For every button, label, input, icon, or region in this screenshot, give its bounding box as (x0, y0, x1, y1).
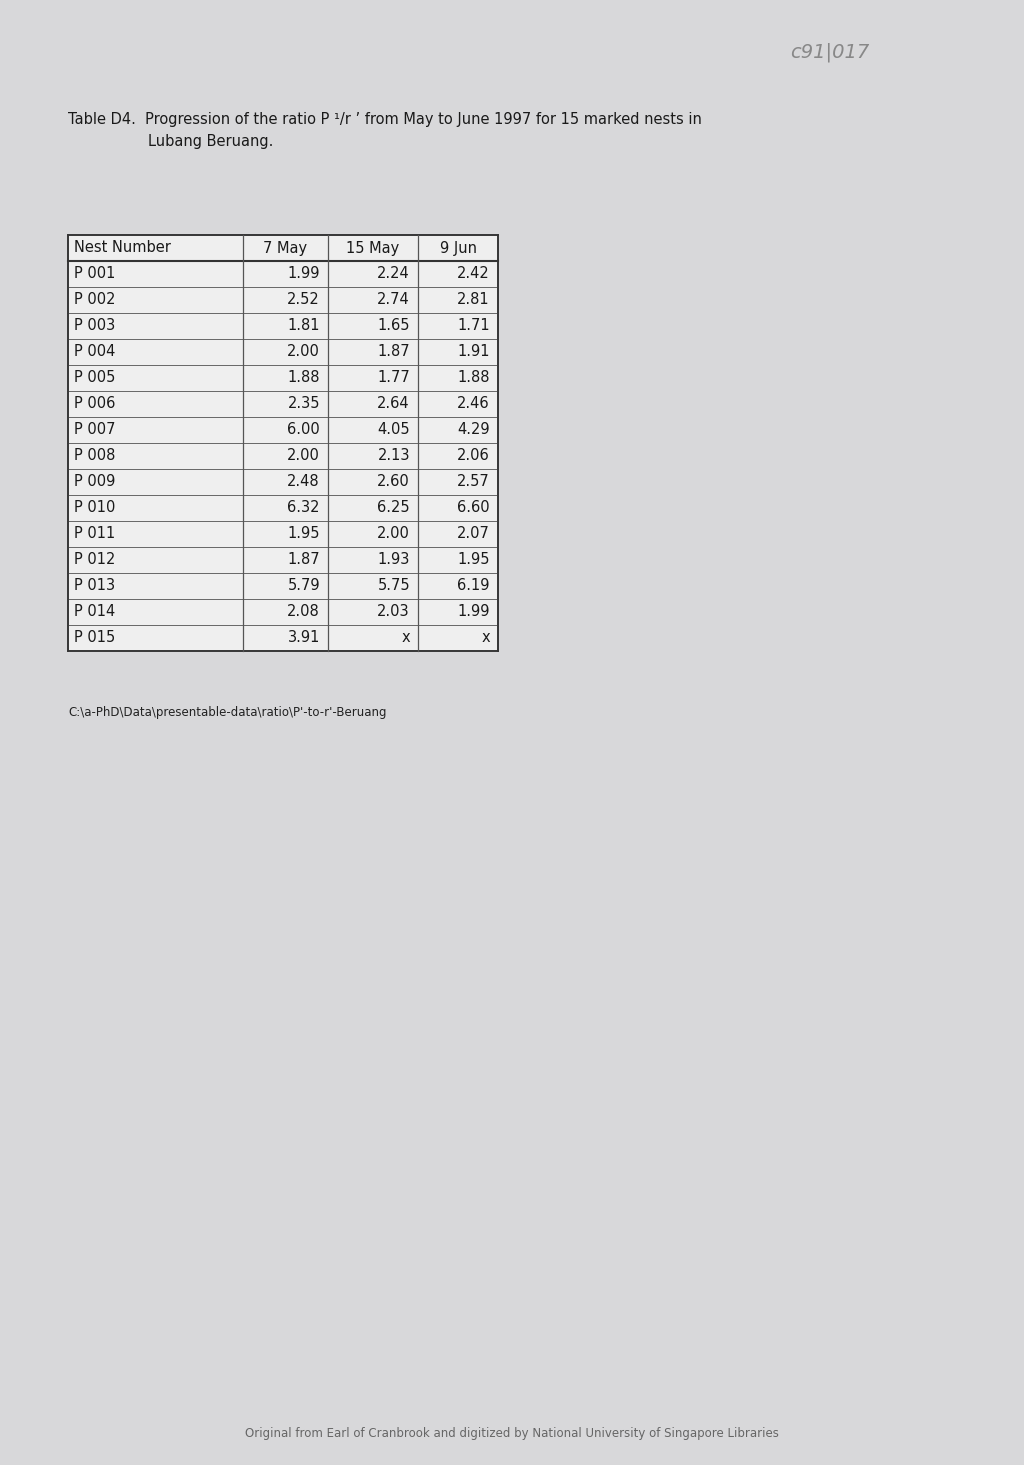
Text: P 001: P 001 (74, 267, 116, 281)
Text: 6.19: 6.19 (458, 579, 490, 593)
Text: 1.95: 1.95 (288, 526, 319, 542)
Text: 2.03: 2.03 (378, 605, 410, 620)
Text: 1.87: 1.87 (378, 344, 410, 359)
Text: 2.24: 2.24 (377, 267, 410, 281)
Text: 2.35: 2.35 (288, 397, 319, 412)
Text: 6.32: 6.32 (288, 501, 319, 516)
Text: P 003: P 003 (74, 318, 116, 334)
Text: C:\a-PhD\Data\presentable-data\ratio\P'-to-r'-Beruang: C:\a-PhD\Data\presentable-data\ratio\P'-… (68, 706, 386, 719)
Text: P 013: P 013 (74, 579, 115, 593)
Text: P 015: P 015 (74, 630, 116, 646)
Text: 1.71: 1.71 (458, 318, 490, 334)
Text: 1.88: 1.88 (288, 371, 319, 385)
Text: 1.88: 1.88 (458, 371, 490, 385)
Text: c91|017: c91|017 (790, 42, 869, 62)
Text: 2.46: 2.46 (458, 397, 490, 412)
Text: P 008: P 008 (74, 448, 116, 463)
Text: 2.48: 2.48 (288, 475, 319, 489)
Text: 2.60: 2.60 (377, 475, 410, 489)
Text: 2.00: 2.00 (287, 344, 319, 359)
Text: 2.81: 2.81 (458, 293, 490, 308)
Text: 2.13: 2.13 (378, 448, 410, 463)
Text: 1.81: 1.81 (288, 318, 319, 334)
Text: P 010: P 010 (74, 501, 116, 516)
Text: 3.91: 3.91 (288, 630, 319, 646)
Text: 2.74: 2.74 (377, 293, 410, 308)
Text: P 011: P 011 (74, 526, 116, 542)
Text: x: x (401, 630, 410, 646)
Text: 9 Jun: 9 Jun (439, 240, 476, 255)
Text: 5.79: 5.79 (288, 579, 319, 593)
Text: 1.87: 1.87 (288, 552, 319, 567)
Text: 1.91: 1.91 (458, 344, 490, 359)
Text: 2.00: 2.00 (287, 448, 319, 463)
Text: 2.42: 2.42 (458, 267, 490, 281)
Text: 2.64: 2.64 (378, 397, 410, 412)
Text: Nest Number: Nest Number (74, 240, 171, 255)
Text: 1.99: 1.99 (288, 267, 319, 281)
Text: P 005: P 005 (74, 371, 116, 385)
Text: P 014: P 014 (74, 605, 116, 620)
Text: 6.00: 6.00 (288, 422, 319, 438)
Text: 2.00: 2.00 (377, 526, 410, 542)
Text: 6.25: 6.25 (378, 501, 410, 516)
Text: P 006: P 006 (74, 397, 116, 412)
Text: P 009: P 009 (74, 475, 116, 489)
Text: Lubang Beruang.: Lubang Beruang. (148, 133, 273, 149)
Text: 6.60: 6.60 (458, 501, 490, 516)
Text: 15 May: 15 May (346, 240, 399, 255)
Text: 2.52: 2.52 (288, 293, 319, 308)
Text: 2.57: 2.57 (458, 475, 490, 489)
Text: x: x (481, 630, 490, 646)
Text: 1.77: 1.77 (377, 371, 410, 385)
Text: 7 May: 7 May (263, 240, 307, 255)
Text: Table D4.  Progression of the ratio P ¹/r ’ from May to June 1997 for 15 marked : Table D4. Progression of the ratio P ¹/r… (68, 111, 701, 127)
Text: 1.65: 1.65 (378, 318, 410, 334)
Text: 1.93: 1.93 (378, 552, 410, 567)
Text: 5.75: 5.75 (378, 579, 410, 593)
Text: 4.05: 4.05 (378, 422, 410, 438)
Text: 2.08: 2.08 (288, 605, 319, 620)
Text: 4.29: 4.29 (458, 422, 490, 438)
Text: Original from Earl of Cranbrook and digitized by National University of Singapor: Original from Earl of Cranbrook and digi… (245, 1427, 779, 1440)
Text: 1.99: 1.99 (458, 605, 490, 620)
Text: P 012: P 012 (74, 552, 116, 567)
Text: P 004: P 004 (74, 344, 116, 359)
Bar (68, 234, 498, 650)
Text: 1.95: 1.95 (458, 552, 490, 567)
Text: P 002: P 002 (74, 293, 116, 308)
Text: 2.06: 2.06 (458, 448, 490, 463)
Text: 2.07: 2.07 (457, 526, 490, 542)
Text: P 007: P 007 (74, 422, 116, 438)
